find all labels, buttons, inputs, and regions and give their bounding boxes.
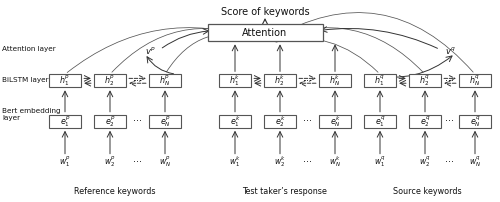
Text: $e_N^{k}$: $e_N^{k}$ [330,114,340,129]
Text: ···: ··· [446,116,454,126]
Text: $e_1^{q}$: $e_1^{q}$ [374,114,386,129]
Text: $w_2^{k}$: $w_2^{k}$ [274,154,286,169]
Text: $v^{p}$: $v^{p}$ [144,45,156,56]
Text: $w_1^{q}$: $w_1^{q}$ [374,154,386,169]
FancyBboxPatch shape [208,24,322,41]
Text: $h_2^{k}$: $h_2^{k}$ [274,73,285,88]
Text: ···: ··· [133,116,142,126]
Text: $e_N^{q}$: $e_N^{q}$ [470,114,480,129]
Text: Attention: Attention [242,27,288,38]
Text: Reference keywords: Reference keywords [74,187,156,196]
Text: ···: ··· [303,157,312,167]
Text: Source keywords: Source keywords [393,187,462,196]
Text: ···: ··· [303,76,312,86]
Text: $h_1^{p}$: $h_1^{p}$ [60,73,70,88]
FancyBboxPatch shape [319,115,352,128]
Text: Score of keywords: Score of keywords [220,7,310,17]
Text: $w_1^{k}$: $w_1^{k}$ [229,154,241,169]
Text: $h_2^{q}$: $h_2^{q}$ [420,73,430,88]
Text: $v^{q}$: $v^{q}$ [444,45,456,56]
Text: ···: ··· [303,116,312,126]
FancyBboxPatch shape [49,74,81,87]
Text: $e_N^{p}$: $e_N^{p}$ [160,114,170,129]
FancyBboxPatch shape [409,74,442,87]
Text: Bert embedding
layer: Bert embedding layer [2,108,61,121]
Text: $w_2^{q}$: $w_2^{q}$ [419,154,431,169]
Text: ···: ··· [446,76,454,86]
Text: $h_N^{p}$: $h_N^{p}$ [160,73,170,88]
Text: $e_1^{p}$: $e_1^{p}$ [60,114,70,129]
FancyBboxPatch shape [319,74,352,87]
Text: $h_2^{p}$: $h_2^{p}$ [104,73,116,88]
Text: ···: ··· [133,76,142,86]
Text: ···: ··· [446,157,454,167]
Text: $h_1^{k}$: $h_1^{k}$ [230,73,240,88]
FancyBboxPatch shape [409,115,442,128]
Text: $h_1^{q}$: $h_1^{q}$ [374,73,386,88]
Text: $e_2^{p}$: $e_2^{p}$ [104,114,116,129]
Text: $e_2^{k}$: $e_2^{k}$ [274,114,285,129]
Text: $w_2^{p}$: $w_2^{p}$ [104,154,116,169]
FancyBboxPatch shape [459,115,491,128]
Text: BiLSTM layer: BiLSTM layer [2,77,49,83]
Text: $e_1^{k}$: $e_1^{k}$ [230,114,240,129]
Text: $w_N^{k}$: $w_N^{k}$ [329,154,341,169]
Text: $w_N^{p}$: $w_N^{p}$ [159,154,171,169]
Text: $e_2^{q}$: $e_2^{q}$ [420,114,430,129]
FancyBboxPatch shape [94,74,126,87]
FancyBboxPatch shape [264,115,296,128]
FancyBboxPatch shape [264,74,296,87]
Text: Attention layer: Attention layer [2,46,56,53]
Text: $h_N^{q}$: $h_N^{q}$ [470,73,480,88]
FancyBboxPatch shape [459,74,491,87]
Text: $w_1^{p}$: $w_1^{p}$ [59,154,71,169]
FancyBboxPatch shape [149,115,181,128]
FancyBboxPatch shape [149,74,181,87]
Text: $w_N^{q}$: $w_N^{q}$ [469,154,481,169]
Text: $h_N^{k}$: $h_N^{k}$ [330,73,340,88]
FancyBboxPatch shape [94,115,126,128]
FancyBboxPatch shape [364,74,396,87]
Text: ···: ··· [133,157,142,167]
FancyBboxPatch shape [364,115,396,128]
FancyBboxPatch shape [219,74,251,87]
Text: Test taker’s response: Test taker’s response [242,187,328,196]
FancyBboxPatch shape [49,115,81,128]
FancyBboxPatch shape [219,115,251,128]
